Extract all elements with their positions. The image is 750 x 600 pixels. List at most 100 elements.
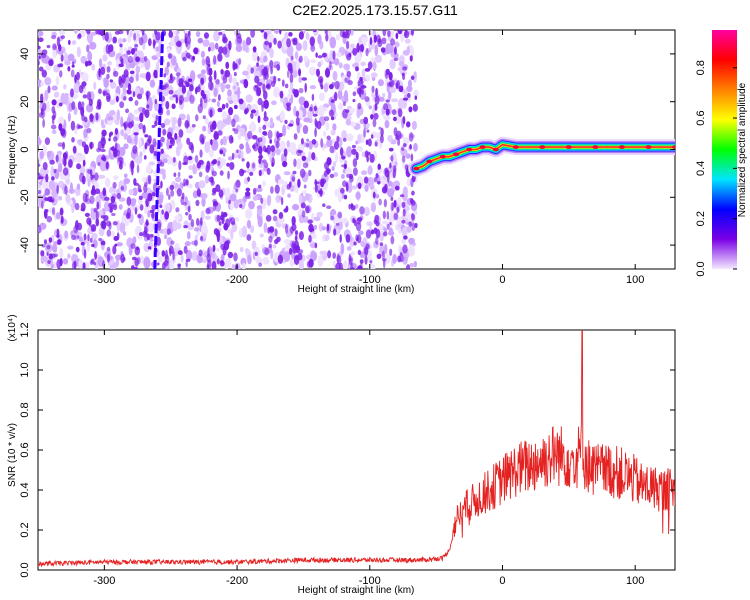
spectrogram-cell xyxy=(251,240,257,250)
spectrogram-cell xyxy=(172,156,176,163)
spectrogram-cell xyxy=(48,237,53,243)
spectrogram-cell xyxy=(233,217,240,222)
spectrogram-cell xyxy=(86,127,92,134)
spectrogram-cell xyxy=(177,117,182,127)
spectrogram-cell xyxy=(67,66,71,72)
spectrogram-cell xyxy=(60,215,64,224)
spectrogram-cell xyxy=(87,179,91,187)
spectrogram-cell xyxy=(345,118,352,126)
spectrogram-cell xyxy=(401,147,405,151)
spectrogram-cell xyxy=(116,149,121,157)
spectrogram-cell xyxy=(113,136,118,142)
spectrogram-cell xyxy=(69,182,74,195)
spectrogram-cell xyxy=(85,193,89,202)
spectrogram-cell xyxy=(263,222,268,234)
spectrogram-cell xyxy=(86,30,91,35)
spectrogram-cell xyxy=(118,75,122,86)
spectrogram-hotspot xyxy=(439,154,446,159)
spectrogram-cell xyxy=(329,36,337,49)
spectrogram-cell xyxy=(134,257,139,267)
spectrogram-cell xyxy=(159,194,164,201)
spectrogram-cell xyxy=(133,32,137,41)
spectrogram-cell xyxy=(73,260,77,269)
spectrogram-cell xyxy=(279,178,285,185)
spectrogram-cell xyxy=(298,96,306,106)
spectrogram-cell xyxy=(56,228,60,237)
spectrogram-cell xyxy=(360,61,366,67)
spectrogram-cell xyxy=(241,158,245,162)
spectrogram-cell xyxy=(91,232,98,240)
spectrogram-cell xyxy=(224,69,231,78)
spectrogram-cell xyxy=(383,253,391,265)
spectrogram-cell xyxy=(116,109,120,122)
spectrogram-cell xyxy=(55,154,59,163)
spectrogram-cell xyxy=(239,246,244,253)
spectrogram-cell xyxy=(139,255,145,264)
spectrogram-cell xyxy=(352,158,358,168)
spectrogram-cell xyxy=(338,102,344,111)
spectrogram-cell xyxy=(70,88,74,98)
spectrogram-cell xyxy=(211,170,217,177)
spectrogram-cell xyxy=(278,211,284,219)
spectrogram-cell xyxy=(229,161,235,170)
spectrogram-cell xyxy=(233,104,238,110)
spectrogram-cell xyxy=(188,84,194,92)
spectrogram-cell xyxy=(348,203,351,210)
spectrogram-cell xyxy=(244,191,251,197)
spectrogram-cell xyxy=(234,90,241,95)
spectrogram-cell xyxy=(112,204,118,211)
spectrogram-cell xyxy=(337,88,343,100)
spectrogram-cell xyxy=(359,206,365,215)
spectrogram-cell xyxy=(342,180,348,188)
spectrogram-cell xyxy=(374,141,378,147)
spectrogram-cell xyxy=(47,85,51,94)
spectrogram-cell xyxy=(146,233,151,241)
spectrogram-cell xyxy=(213,70,217,81)
spectrogram-cell xyxy=(163,227,168,236)
spectrogram-cell xyxy=(402,208,406,217)
spectrogram-cell xyxy=(265,214,272,222)
spectrogram-cell xyxy=(257,82,263,86)
spectrogram-cell xyxy=(105,220,112,227)
spectrogram-cell xyxy=(51,176,55,181)
spectrogram-cell xyxy=(80,208,85,212)
spectrogram-cell xyxy=(130,243,136,249)
spectrogram-cell xyxy=(258,163,265,169)
spectrogram-cell xyxy=(41,69,48,78)
spectrogram-cell xyxy=(88,98,93,107)
spectrogram-cell xyxy=(357,230,364,236)
spectrogram-cell xyxy=(269,117,274,128)
spectrogram-cell xyxy=(378,96,385,102)
spectrogram-cell xyxy=(98,226,105,237)
spectrogram-cell xyxy=(390,196,394,201)
colorbar-gradient xyxy=(712,30,737,269)
spectrogram-cell xyxy=(364,96,370,103)
spectrogram-hotspot xyxy=(466,147,473,152)
spectrogram-cell xyxy=(120,185,125,191)
spectrogram-cell xyxy=(199,77,204,86)
spectrogram-cell xyxy=(375,236,379,245)
spectrogram-cell xyxy=(186,231,191,240)
spectrogram-cell xyxy=(333,160,337,168)
spectrogram-cell xyxy=(147,210,151,218)
spectrogram-cell xyxy=(123,143,129,150)
spectrogram-cell xyxy=(108,132,112,138)
spectrogram-cell xyxy=(209,108,213,118)
snr-y-tick-label: 0.6 xyxy=(19,442,31,457)
spectrogram-cell xyxy=(247,254,252,265)
spectrogram-cell xyxy=(408,244,415,257)
spectrogram-cell xyxy=(231,152,235,160)
spectrogram-cell xyxy=(136,247,139,251)
spectrogram-cell xyxy=(336,135,340,143)
snr-y-tick-label: 1.2 xyxy=(19,322,31,337)
spectrogram-cell xyxy=(286,46,294,58)
spectrogram-cell xyxy=(410,213,415,221)
spectrogram-cell xyxy=(380,127,384,137)
spectrogram-cell xyxy=(62,152,68,160)
spectrogram-cell xyxy=(281,79,285,87)
spectrogram-cell xyxy=(168,144,172,149)
spectrogram-cell xyxy=(260,30,265,33)
spectrogram-cell xyxy=(74,126,78,135)
spectrogram-cell xyxy=(95,112,99,121)
